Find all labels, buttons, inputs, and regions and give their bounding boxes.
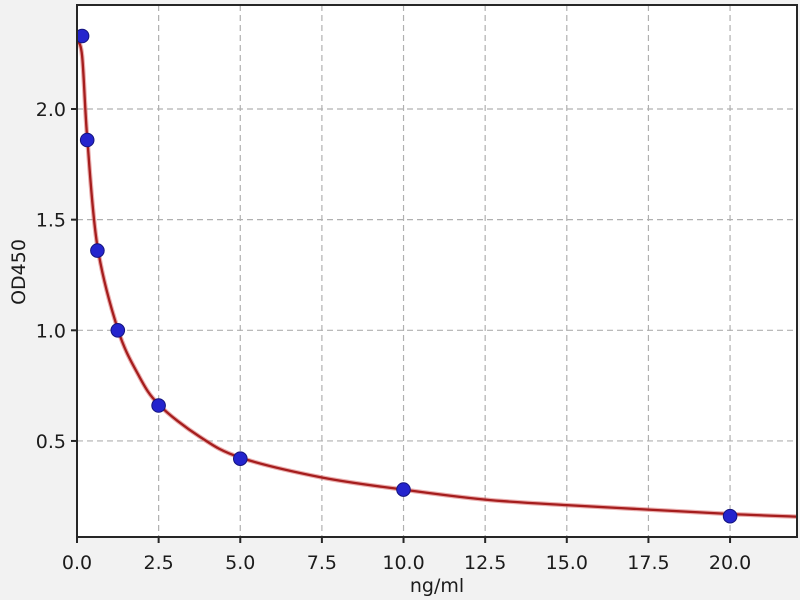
y-axis-label: OD450 [8, 239, 30, 305]
data-point-marker [722, 508, 738, 524]
fit-curve-line [77, 39, 797, 518]
data-point-marker [79, 132, 95, 148]
fit-curve [77, 39, 797, 519]
gridlines [77, 5, 797, 537]
y-tick-label: 2.0 [36, 99, 66, 121]
x-tick-label: 15.0 [546, 552, 588, 574]
data-point-marker [151, 398, 166, 413]
x-axis-label: ng/ml [409, 575, 465, 597]
x-tick-label: 17.5 [627, 552, 669, 574]
data-point-marker [233, 451, 248, 467]
data-point-marker [77, 28, 90, 44]
y-tick-label: 0.5 [36, 431, 66, 453]
x-tick-label: 2.5 [144, 552, 174, 574]
plot-area-background [77, 5, 797, 537]
y-tick-label: 1.0 [36, 320, 66, 342]
x-tick-label: 7.5 [307, 552, 337, 574]
x-tick-label: 20.0 [709, 552, 751, 574]
axes-spines [76, 4, 798, 538]
y-tick-label: 1.5 [36, 210, 66, 232]
data-point-marker [396, 482, 411, 497]
x-tick-label: 5.0 [225, 552, 255, 574]
tick-labels: 0.0 2.5 5.0 7.5 10.0 12.5 15.0 17.5 20.0 0.5 1.0 1.… [36, 99, 751, 574]
data-points [77, 28, 738, 524]
x-tick-label: 12.5 [464, 552, 506, 574]
data-point-marker [110, 323, 126, 338]
x-tick-label: 0.0 [62, 552, 92, 574]
tick-marks [71, 108, 732, 543]
x-tick-label: 10.0 [382, 552, 424, 574]
data-point-marker [90, 243, 105, 258]
